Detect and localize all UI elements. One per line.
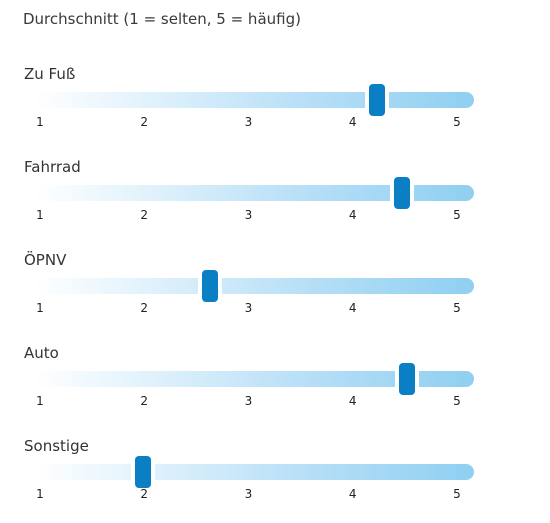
tick-label: 2 [140, 208, 149, 222]
slider-group: Sonstige 1 2 3 4 5 [0, 437, 550, 517]
slider-track[interactable] [34, 92, 474, 108]
slider-label: Auto [24, 344, 59, 362]
tick-label: 2 [140, 115, 149, 129]
tick-label: 4 [348, 394, 357, 408]
tick-label: 3 [244, 208, 253, 222]
tick-label: 1 [36, 208, 44, 222]
tick-label: 4 [348, 208, 357, 222]
tick-label: 3 [244, 115, 253, 129]
slider-thumb[interactable] [135, 456, 152, 488]
slider-thumb[interactable] [368, 84, 385, 116]
slider-group: Zu Fuß 1 2 3 4 5 [0, 65, 550, 145]
tick-label: 5 [453, 301, 461, 315]
tick-label: 4 [348, 115, 357, 129]
tick-label: 2 [140, 394, 149, 408]
slider-track[interactable] [34, 185, 474, 201]
tick-label: 5 [453, 115, 461, 129]
slider-thumb[interactable] [398, 363, 415, 395]
tick-label: 1 [36, 394, 44, 408]
tick-label: 1 [36, 487, 44, 501]
tick-label: 4 [348, 487, 357, 501]
slider-label: ÖPNV [24, 251, 67, 269]
slider-label: Fahrrad [24, 158, 81, 176]
slider-thumb[interactable] [201, 270, 218, 302]
tick-label: 5 [453, 208, 461, 222]
slider-label: Sonstige [24, 437, 89, 455]
tick-label: 1 [36, 301, 44, 315]
slider-track[interactable] [34, 464, 474, 480]
slider-thumb[interactable] [393, 177, 410, 209]
chart-title: Durchschnitt (1 = selten, 5 = häufig) [23, 10, 301, 28]
tick-label: 3 [244, 394, 253, 408]
tick-label: 2 [140, 301, 149, 315]
tick-label: 1 [36, 115, 44, 129]
tick-label: 2 [140, 487, 149, 501]
tick-label: 3 [244, 301, 253, 315]
tick-label: 5 [453, 487, 461, 501]
slider-group: Auto 1 2 3 4 5 [0, 344, 550, 424]
slider-label: Zu Fuß [24, 65, 76, 83]
slider-group: ÖPNV 1 2 3 4 5 [0, 251, 550, 331]
tick-label: 5 [453, 394, 461, 408]
tick-label: 3 [244, 487, 253, 501]
tick-label: 4 [348, 301, 357, 315]
slider-group: Fahrrad 1 2 3 4 5 [0, 158, 550, 238]
slider-track[interactable] [34, 278, 474, 294]
slider-track[interactable] [34, 371, 474, 387]
